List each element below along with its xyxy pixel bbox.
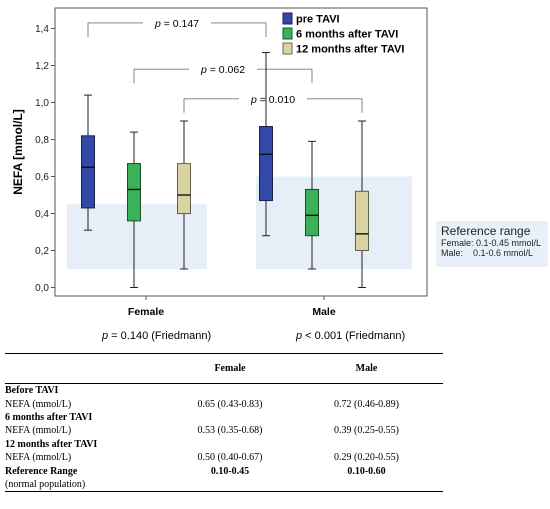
bracket-label-bg (143, 16, 211, 29)
legend-label: 6 months after TAVI (296, 29, 398, 41)
legend-swatch (282, 12, 293, 25)
friedmann-female-text: = 0.140 (Friedmann) (108, 330, 212, 342)
iqr-box (81, 135, 95, 209)
p-value-symbol: p (154, 18, 161, 30)
chart-legend: pre TAVI 6 months after TAVI 12 months aft… (282, 12, 404, 56)
reference-range-female: Female: 0.1-0.45 mmol/L (441, 238, 542, 248)
y-axis-label: NEFA [mmol/L] (11, 109, 25, 195)
bracket-label-bg (239, 92, 307, 105)
p-value-label: p = 0.147 (154, 18, 199, 30)
row-label: NEFA (mmol/L) (5, 425, 72, 437)
table-row: Reference Range 0.10-0.45 0.10-0.60 (5, 464, 443, 477)
y-tick-label: 0,0 (35, 283, 49, 294)
iqr-box (355, 190, 369, 252)
legend-swatch (282, 27, 293, 40)
p-value-label: p = 0.062 (200, 64, 245, 76)
p-value-label: p = 0.010 (250, 94, 295, 106)
row-label: NEFA (mmol/L) (5, 452, 72, 464)
boxplot-6-months-after-tavi-female (127, 131, 141, 288)
boxplot-12-months-after-tavi-male (355, 120, 369, 288)
male-value: 0.10-0.60 (347, 465, 386, 477)
table-row: 6 months after TAVI (5, 411, 443, 424)
y-tick-label: 1,2 (35, 61, 49, 72)
table-row: NEFA (mmol/L) 0.53 (0.35-0.68) 0.39 (0.25-… (5, 424, 443, 437)
boxplot-12-months-after-tavi-female (177, 120, 191, 270)
summary-header-row: Female Male (5, 354, 443, 383)
table-row: NEFA (mmol/L) 0.50 (0.40-0.67) 0.29 (0.20-… (5, 451, 443, 464)
p-value-bracket: p = 0.062 (133, 63, 313, 84)
y-tick-label: 0,6 (35, 172, 49, 183)
table-row: NEFA (mmol/L) 0.65 (0.43-0.83) 0.72 (0.46-… (5, 397, 443, 410)
reference-range-male: Male: 0.1-0.6 mmol/L (441, 248, 534, 258)
p-value-number: = 0.147 (161, 18, 199, 30)
p-value-number: = 0.010 (257, 94, 295, 106)
summary-body: Before TAVI NEFA (mmol/L) 0.65 (0.43-0.83)… (5, 384, 443, 491)
row-label: NEFA (mmol/L) (5, 398, 72, 410)
iqr-box (259, 126, 273, 202)
p-value-number: = 0.062 (207, 64, 245, 76)
x-tick-label: Female (128, 306, 164, 318)
summary-table: Female Male Before TAVI NEFA (mmol/L) 0.65… (5, 353, 443, 493)
summary-header-male: Male (355, 363, 378, 374)
friedmann-female: p = 0.140 (Friedmann) (102, 330, 211, 342)
row-label: Reference Range (5, 465, 78, 477)
table-row: 12 months after TAVI (5, 438, 443, 451)
friedmann-male: p < 0.001 (Friedmann) (296, 330, 405, 342)
row-label: Before TAVI (5, 385, 59, 397)
y-tick-label: 1,4 (35, 24, 49, 35)
legend-label: pre TAVI (296, 14, 340, 26)
male-value: 0.29 (0.20-0.55) (334, 452, 399, 464)
summary-header-female: Female (214, 363, 246, 374)
bracket-label-bg (189, 63, 257, 76)
p-value-symbol: p (200, 64, 207, 76)
p-value-symbol: p (250, 94, 257, 106)
reference-range-title: Reference range (441, 224, 531, 238)
female-value: 0.53 (0.35-0.68) (197, 425, 263, 437)
boxplot-pre-tavi-female (81, 94, 95, 231)
female-value: 0.65 (0.43-0.83) (197, 398, 263, 410)
y-tick-label: 1,0 (35, 98, 49, 109)
iqr-box (127, 163, 141, 222)
reference-band-male (256, 176, 412, 269)
iqr-box (305, 188, 319, 237)
friedmann-female-p: p (102, 330, 109, 342)
p-value-bracket: p = 0.147 (87, 16, 267, 37)
iqr-box (177, 163, 191, 215)
row-label: (normal population) (5, 478, 86, 490)
legend-swatch (282, 42, 293, 55)
male-value: 0.72 (0.46-0.89) (334, 398, 399, 410)
female-value: 0.10-0.45 (210, 465, 250, 477)
boxplot-pre-tavi-male (259, 52, 273, 237)
x-tick-label: Male (312, 306, 336, 318)
male-value: 0.39 (0.25-0.55) (334, 425, 399, 437)
y-tick-label: 0,4 (35, 209, 49, 220)
friedmann-male-text: < 0.001 (Friedmann) (302, 330, 406, 342)
y-tick-label: 0,2 (35, 246, 49, 257)
female-value: 0.50 (0.40-0.67) (197, 452, 263, 464)
table-row: (normal population) (5, 478, 443, 491)
row-label: 12 months after TAVI (5, 438, 98, 450)
friedmann-male-p: p (296, 330, 303, 342)
boxplot-chart: 0,0 0,2 0,4 0,6 0,8 1,0 1,2 1,4 NEFA [mmol/L] Fem… (11, 7, 428, 318)
reference-range-box: Reference range Female: 0.1-0.45 mmol/L … (436, 221, 548, 267)
table-row: Before TAVI (5, 384, 443, 397)
boxplot-6-months-after-tavi-male (305, 140, 319, 270)
legend-label: 12 months after TAVI (296, 44, 404, 56)
y-tick-label: 0,8 (35, 135, 49, 146)
row-label: 6 months after TAVI (5, 411, 93, 423)
